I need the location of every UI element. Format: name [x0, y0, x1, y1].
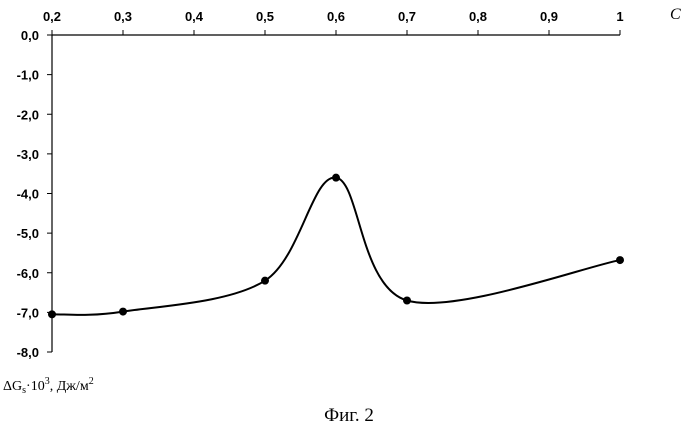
y-label-unit: , Дж/м: [50, 379, 89, 394]
data-point: [261, 277, 269, 285]
x-tick-label: 0,9: [540, 9, 558, 24]
y-tick-label: 0,0: [21, 28, 39, 43]
x-tick-label: 0,4: [185, 9, 204, 24]
y-tick-label: -8,0: [17, 345, 39, 360]
data-points: [48, 174, 624, 319]
y-tick-label: -2,0: [17, 107, 39, 122]
x-tick-label: 0,6: [327, 9, 345, 24]
x-tick-label: 0,3: [114, 9, 132, 24]
data-point: [119, 308, 127, 316]
x-tick-label: 0,7: [398, 9, 416, 24]
y-tick-label: -5,0: [17, 226, 39, 241]
x-tick-label: 0,5: [256, 9, 274, 24]
y-label-mid: ·10: [26, 379, 45, 394]
y-tick-label: -4,0: [17, 187, 39, 202]
data-point: [616, 256, 624, 264]
y-axis-ticks: 0,0 -1,0 -2,0 -3,0 -4,0 -5,0 -6,0 -7,0 -8,0: [17, 28, 52, 360]
y-label-unit-sup: 2: [89, 376, 94, 387]
x-axis-name: C: [670, 6, 681, 23]
x-tick-label: 0,2: [43, 9, 61, 24]
data-point: [403, 296, 411, 304]
y-tick-label: -3,0: [17, 147, 39, 162]
y-label-main: ΔG: [3, 379, 22, 394]
y-tick-label: -1,0: [17, 68, 39, 83]
data-point: [332, 174, 340, 182]
y-tick-label: -6,0: [17, 266, 39, 281]
x-axis-ticks: 0,2 0,3 0,4 0,5 0,6 0,7 0,8 0,9 1: [43, 9, 624, 35]
axes: [52, 35, 620, 352]
data-point: [48, 310, 56, 318]
figure-caption: Фиг. 2: [324, 405, 374, 426]
x-tick-label: 0,8: [469, 9, 487, 24]
x-tick-label: 1: [616, 9, 623, 24]
y-tick-label: -7,0: [17, 305, 39, 320]
y-axis-label: ΔGs·103, Дж/м2: [3, 376, 94, 396]
series-line: [52, 178, 620, 315]
